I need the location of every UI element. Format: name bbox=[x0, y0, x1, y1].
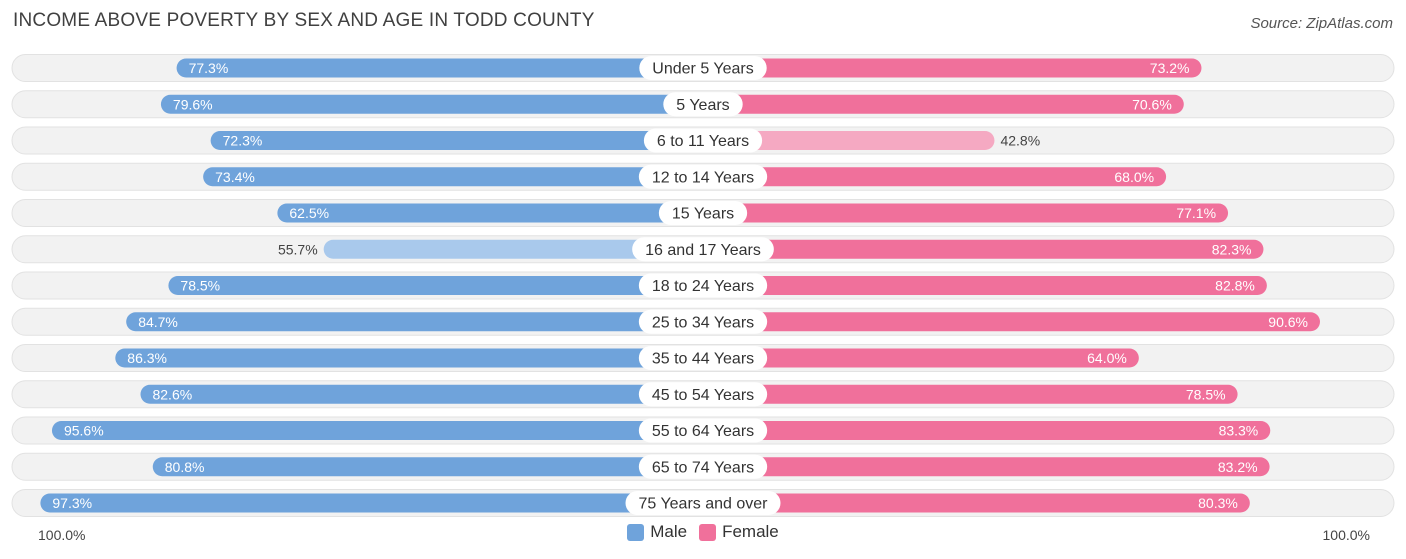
male-value-label: 80.8% bbox=[165, 459, 205, 475]
female-bar bbox=[703, 276, 1267, 295]
legend-item-female: Female bbox=[699, 522, 779, 542]
male-value-label: 73.4% bbox=[215, 169, 255, 185]
male-value-label: 55.7% bbox=[278, 241, 318, 257]
female-value-label: 73.2% bbox=[1150, 60, 1190, 76]
category-pill bbox=[638, 309, 768, 334]
male-value-label: 79.6% bbox=[173, 96, 213, 112]
female-bar bbox=[703, 94, 1184, 114]
category-label: 65 to 74 Years bbox=[652, 459, 754, 476]
female-bar bbox=[703, 457, 1270, 477]
category-label: 75 Years and over bbox=[639, 496, 769, 513]
axis-left-label: 100.0% bbox=[38, 527, 86, 543]
male-value-label: 78.5% bbox=[180, 278, 220, 294]
female-value-label: 82.3% bbox=[1212, 241, 1252, 257]
male-value-label: 84.7% bbox=[138, 314, 178, 330]
category-pill bbox=[625, 491, 781, 515]
legend-swatch-female bbox=[699, 523, 717, 541]
male-bar bbox=[210, 131, 703, 150]
female-bar bbox=[703, 493, 1250, 513]
legend-label-female: Female bbox=[722, 522, 779, 541]
category-pill bbox=[638, 382, 768, 407]
female-bar bbox=[703, 421, 1271, 440]
category-pill bbox=[638, 418, 768, 443]
male-bar bbox=[168, 276, 704, 295]
male-bar bbox=[176, 58, 703, 78]
category-pill bbox=[638, 346, 768, 370]
female-bar bbox=[703, 312, 1320, 332]
male-value-label: 86.3% bbox=[127, 350, 167, 366]
male-value-label: 77.3% bbox=[189, 60, 229, 76]
female-value-label: 82.8% bbox=[1215, 278, 1255, 294]
male-bar bbox=[51, 421, 704, 440]
male-bar bbox=[115, 348, 703, 368]
male-bar bbox=[160, 94, 703, 114]
legend-swatch-male bbox=[627, 523, 645, 541]
male-value-label: 62.5% bbox=[289, 205, 329, 221]
male-value-label: 72.3% bbox=[223, 133, 263, 149]
source-label: Source: ZipAtlas.com bbox=[1250, 15, 1393, 32]
legend-label-male: Male bbox=[650, 522, 688, 541]
category-label: 12 to 14 Years bbox=[652, 169, 754, 186]
female-value-label: 90.6% bbox=[1268, 314, 1308, 330]
category-label: 18 to 24 Years bbox=[652, 278, 754, 295]
female-value-label: 68.0% bbox=[1114, 169, 1154, 185]
female-value-label: 83.2% bbox=[1218, 459, 1258, 475]
chart-title: INCOME ABOVE POVERTY BY SEX AND AGE IN T… bbox=[13, 10, 595, 31]
female-bar bbox=[703, 384, 1238, 404]
female-value-label: 70.6% bbox=[1132, 96, 1172, 112]
category-label: Under 5 Years bbox=[652, 61, 753, 78]
male-bar bbox=[126, 312, 704, 332]
category-label: 35 to 44 Years bbox=[652, 351, 754, 368]
female-bar bbox=[703, 58, 1202, 78]
diverging-bar-chart: 77.3% 73.2% Under 5 Years 79.6% 70.6% 5 Years… bbox=[11, 54, 1395, 517]
category-label: 5 Years bbox=[676, 97, 729, 114]
female-value-label: 80.3% bbox=[1198, 495, 1238, 511]
category-pill bbox=[658, 201, 748, 225]
male-value-label: 95.6% bbox=[64, 423, 104, 439]
female-value-label: 78.5% bbox=[1186, 386, 1226, 402]
male-bar bbox=[40, 493, 703, 513]
female-value-label: 77.1% bbox=[1176, 205, 1216, 221]
category-pill bbox=[638, 454, 768, 479]
female-bar bbox=[703, 131, 995, 150]
male-value-label: 82.6% bbox=[152, 386, 192, 402]
male-bar bbox=[323, 239, 703, 259]
category-label: 25 to 34 Years bbox=[652, 314, 754, 331]
female-bar bbox=[703, 239, 1264, 259]
male-value-label: 97.3% bbox=[52, 495, 92, 511]
category-pill bbox=[643, 128, 763, 153]
male-bar bbox=[152, 457, 703, 477]
category-pill bbox=[638, 273, 768, 298]
category-label: 45 to 54 Years bbox=[652, 387, 754, 404]
category-label: 55 to 64 Years bbox=[652, 423, 754, 440]
category-label: 15 Years bbox=[672, 206, 734, 223]
female-bar bbox=[703, 203, 1229, 223]
female-value-label: 42.8% bbox=[1000, 133, 1040, 149]
female-bar bbox=[703, 348, 1139, 368]
legend-item-male: Male bbox=[627, 522, 687, 542]
male-bar bbox=[140, 384, 703, 404]
axis-right-label: 100.0% bbox=[1322, 527, 1370, 543]
category-pill bbox=[639, 56, 767, 80]
category-pill bbox=[632, 237, 774, 262]
male-bar bbox=[277, 203, 703, 223]
female-value-label: 83.3% bbox=[1219, 423, 1259, 439]
female-value-label: 64.0% bbox=[1087, 350, 1127, 366]
legend: Male Female bbox=[0, 522, 1406, 542]
category-label: 16 and 17 Years bbox=[645, 242, 761, 259]
category-label: 6 to 11 Years bbox=[657, 133, 749, 150]
category-pill bbox=[663, 92, 743, 117]
male-bar bbox=[203, 167, 703, 187]
female-bar bbox=[703, 167, 1167, 187]
category-pill bbox=[638, 164, 768, 189]
